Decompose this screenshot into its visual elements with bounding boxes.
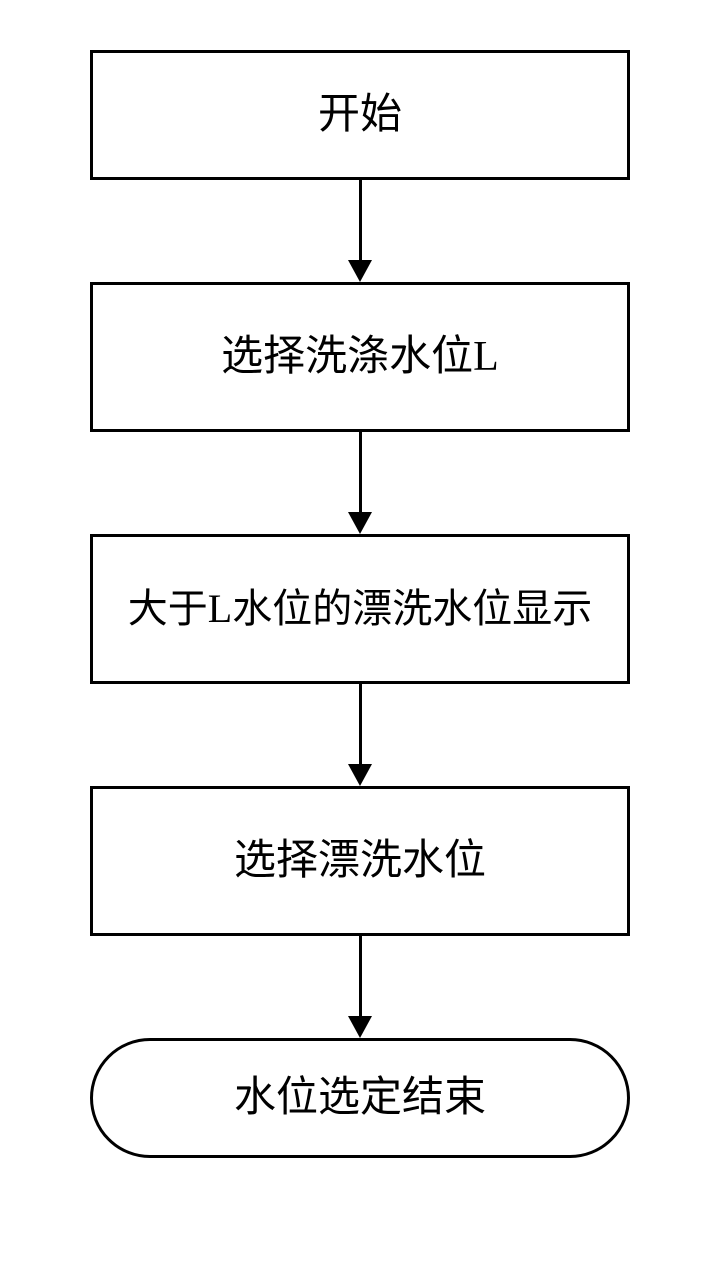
arrow-line	[359, 432, 362, 512]
flow-node-label: 开始	[318, 90, 402, 140]
arrow-head-icon	[348, 1016, 372, 1038]
flow-node-label: 选择漂洗水位	[234, 836, 486, 886]
arrow-line	[359, 684, 362, 764]
flow-node-label: 水位选定结束	[234, 1073, 486, 1123]
flow-arrow	[348, 936, 372, 1038]
flow-arrow	[348, 180, 372, 282]
flow-node-label: 选择洗涤水位L	[221, 332, 499, 382]
flow-node-select_rinse: 选择漂洗水位	[90, 786, 630, 936]
flow-arrow	[348, 432, 372, 534]
flow-node-select_wash: 选择洗涤水位L	[90, 282, 630, 432]
arrow-head-icon	[348, 764, 372, 786]
arrow-line	[359, 180, 362, 260]
flow-node-start: 开始	[90, 50, 630, 180]
flow-arrow	[348, 684, 372, 786]
flow-node-end: 水位选定结束	[90, 1038, 630, 1158]
flowchart-container: 开始选择洗涤水位L 大于L水位的漂洗水位显示选择漂洗水位水位选定结束	[90, 50, 630, 1158]
arrow-line	[359, 936, 362, 1016]
arrow-head-icon	[348, 260, 372, 282]
flow-node-display_rinse: 大于L水位的漂洗水位显示	[90, 534, 630, 684]
arrow-head-icon	[348, 512, 372, 534]
flow-node-label: 大于L水位的漂洗水位显示	[128, 585, 592, 633]
